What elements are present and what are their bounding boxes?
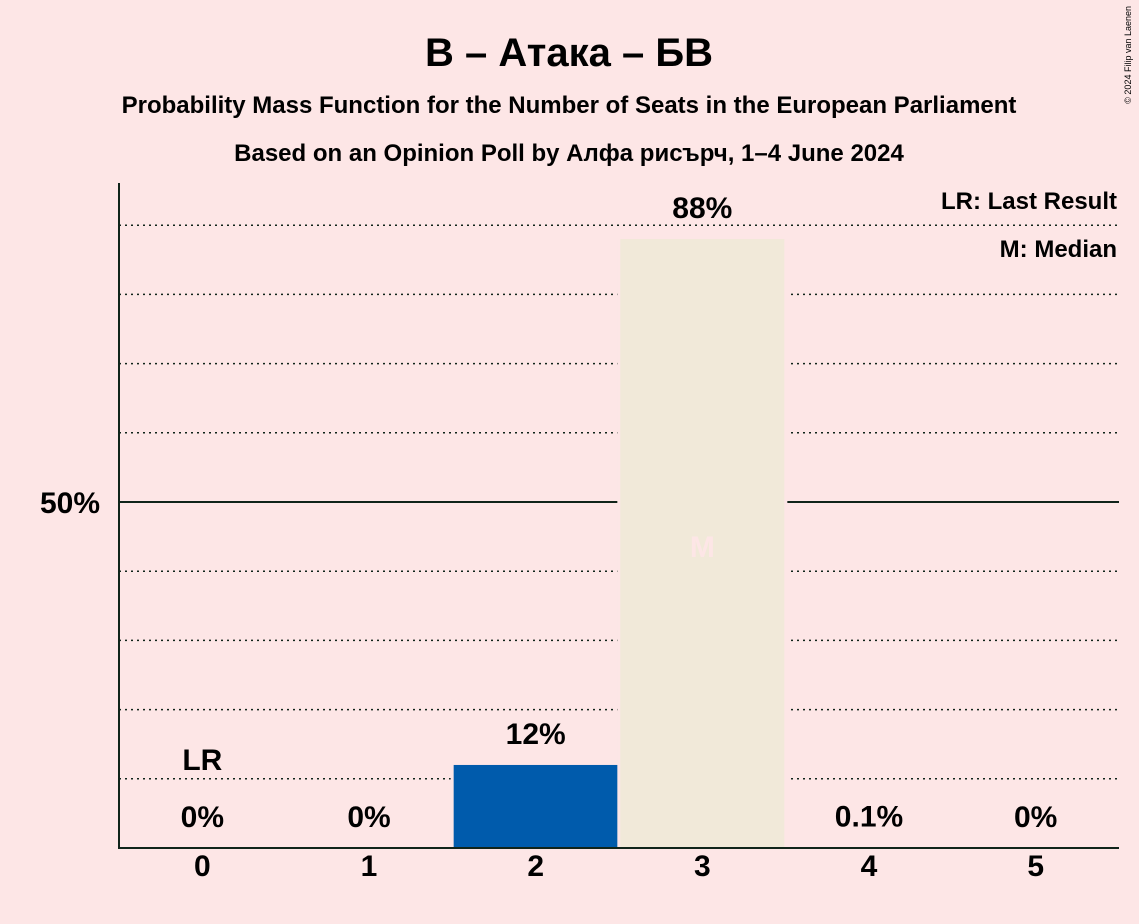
x-tick-label-2: 2 bbox=[527, 850, 544, 883]
bar-3 bbox=[620, 239, 785, 849]
bar-2 bbox=[453, 764, 618, 848]
last-result-marker: LR bbox=[182, 744, 222, 777]
x-tick-label-4: 4 bbox=[861, 850, 878, 883]
legend-last-result: LR: Last Result bbox=[941, 188, 1117, 215]
legend-median: M: Median bbox=[1000, 236, 1117, 263]
chart-subtitle-poll: Based on an Opinion Poll by Алфа рисърч,… bbox=[234, 140, 904, 167]
y-tick-label: 50% bbox=[40, 487, 100, 520]
chart-title: В – Атака – БВ bbox=[425, 31, 713, 75]
value-label-3: 88% bbox=[672, 192, 732, 225]
x-tick-label-5: 5 bbox=[1027, 850, 1044, 883]
value-label-2: 12% bbox=[506, 718, 566, 751]
value-label-0: 0% bbox=[181, 801, 224, 834]
x-tick-labels: 0 1 2 3 4 5 bbox=[194, 850, 1044, 883]
median-marker: M bbox=[690, 531, 715, 564]
chart-subtitle: Probability Mass Function for the Number… bbox=[122, 92, 1017, 119]
copyright-text: © 2024 Filip van Laenen bbox=[1123, 6, 1133, 104]
x-tick-label-0: 0 bbox=[194, 850, 211, 883]
value-labels: 0% LR 0% 12% 88% M 0.1% 0% bbox=[181, 192, 1058, 834]
value-label-5: 0% bbox=[1014, 801, 1057, 834]
bars bbox=[450, 239, 954, 849]
x-tick-label-1: 1 bbox=[361, 850, 378, 883]
x-tick-label-3: 3 bbox=[694, 850, 711, 883]
value-label-4: 0.1% bbox=[835, 800, 903, 833]
value-label-1: 0% bbox=[347, 801, 390, 834]
